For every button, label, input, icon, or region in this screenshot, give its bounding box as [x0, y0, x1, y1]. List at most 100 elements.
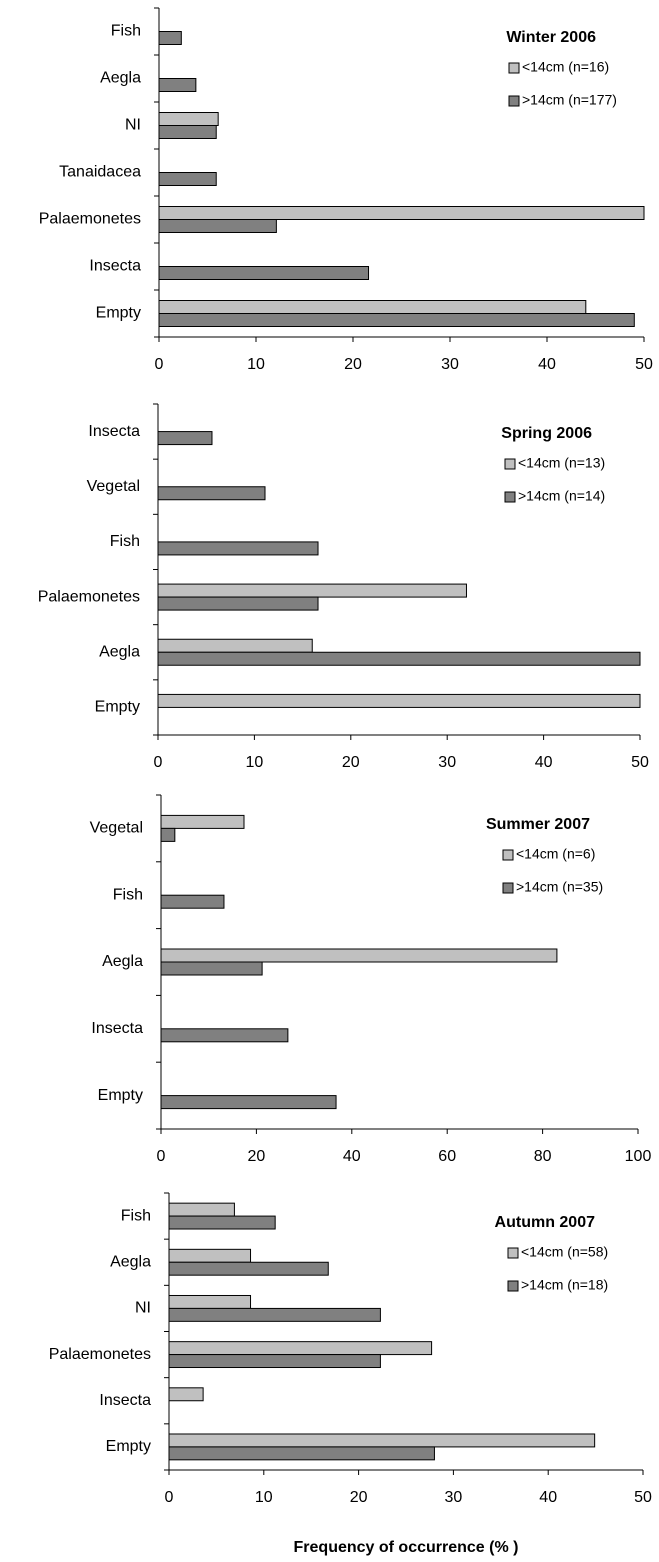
x-tick-label: 20: [248, 1148, 266, 1165]
legend-swatch: [504, 491, 516, 503]
x-tick-label: 40: [343, 1148, 361, 1165]
legend-swatch: [507, 1280, 519, 1292]
bar: [168, 1248, 252, 1263]
x-tick-label: 20: [342, 754, 360, 771]
bar: [160, 894, 225, 909]
y-tick-label: Fish: [110, 533, 140, 550]
x-tick-label: 30: [438, 754, 456, 771]
bar: [168, 1354, 381, 1369]
bar: [157, 638, 313, 653]
y-tick-label: Aegla: [110, 1253, 151, 1270]
legend-label: >14cm (n=35): [516, 879, 603, 895]
y-tick-label: Aegla: [99, 643, 140, 660]
x-tick-label: 60: [438, 1148, 456, 1165]
x-tick-label: 50: [631, 754, 649, 771]
bar: [158, 31, 182, 45]
legend-label: >14cm (n=18): [521, 1277, 608, 1293]
bar: [168, 1387, 204, 1402]
bar: [158, 219, 277, 233]
x-tick-label: 40: [538, 356, 556, 373]
bar: [160, 1095, 337, 1110]
bar: [157, 541, 319, 556]
legend-label: <14cm (n=13): [518, 455, 605, 471]
bar: [160, 961, 263, 976]
x-tick-label: 10: [246, 754, 264, 771]
legend-swatch: [504, 458, 516, 470]
y-tick-label: Aegla: [102, 953, 143, 970]
x-tick-label: 20: [344, 356, 362, 373]
legend-title: Autumn 2007: [495, 1214, 596, 1231]
y-tick-label: Empty: [106, 1438, 151, 1455]
y-tick-label: Palaemonetes: [38, 588, 140, 605]
bar: [158, 78, 197, 92]
legend-label: <14cm (n=16): [522, 59, 609, 75]
bar: [158, 313, 635, 327]
y-tick-label: Tanaidacea: [59, 164, 141, 181]
bar: [160, 1028, 289, 1043]
y-tick-label: Empty: [95, 699, 140, 716]
legend-swatch: [502, 882, 514, 894]
x-tick-label: 40: [535, 754, 553, 771]
y-tick-label: Vegetal: [90, 820, 143, 837]
y-tick-label: Fish: [111, 23, 141, 40]
x-tick-label: 100: [625, 1148, 652, 1165]
bar: [157, 583, 467, 598]
bar: [168, 1215, 276, 1230]
bar: [168, 1202, 235, 1217]
bar: [158, 300, 587, 314]
legend-title: Summer 2007: [486, 816, 590, 833]
legend-swatch: [502, 849, 514, 861]
bar: [168, 1341, 433, 1356]
x-tick-label: 30: [445, 1489, 463, 1506]
y-tick-label: Fish: [121, 1207, 151, 1224]
bar: [157, 693, 641, 708]
x-tick-label: 0: [157, 1148, 166, 1165]
y-tick-label: NI: [125, 117, 141, 134]
y-tick-label: Insecta: [91, 1020, 143, 1037]
legend-label: <14cm (n=58): [521, 1244, 608, 1260]
x-tick-label: 0: [154, 754, 163, 771]
y-tick-label: Palaemonetes: [39, 211, 141, 228]
legend-label: >14cm (n=177): [522, 92, 617, 108]
bar: [158, 266, 370, 280]
bar: [157, 596, 319, 611]
x-tick-label: 0: [165, 1489, 174, 1506]
bar: [157, 486, 266, 501]
legend-swatch: [507, 1247, 519, 1259]
bar: [160, 948, 558, 963]
bar: [168, 1261, 329, 1276]
bar: [158, 172, 217, 186]
bar: [157, 651, 641, 666]
bar: [168, 1307, 381, 1322]
bar: [168, 1433, 596, 1448]
y-tick-label: Insecta: [99, 1392, 151, 1409]
legend-swatch: [508, 62, 520, 74]
x-tick-label: 80: [534, 1148, 552, 1165]
x-tick-label: 20: [350, 1489, 368, 1506]
x-tick-label: 50: [635, 356, 653, 373]
x-axis-label: Frequency of occurrence (% ): [294, 1539, 519, 1556]
x-tick-label: 10: [255, 1489, 273, 1506]
y-tick-label: Empty: [98, 1087, 143, 1104]
x-tick-label: 0: [155, 356, 164, 373]
bar: [168, 1294, 252, 1309]
x-tick-label: 10: [247, 356, 265, 373]
y-tick-label: Palaemonetes: [49, 1346, 151, 1363]
y-tick-label: NI: [135, 1300, 151, 1317]
x-tick-label: 40: [539, 1489, 557, 1506]
x-tick-label: 50: [634, 1489, 652, 1506]
y-tick-label: Aegla: [100, 70, 141, 87]
legend-title: Spring 2006: [501, 425, 592, 442]
bar: [160, 814, 245, 829]
bar: [160, 827, 176, 842]
y-tick-label: Vegetal: [87, 478, 140, 495]
legend-label: >14cm (n=14): [518, 488, 605, 504]
x-tick-label: 30: [441, 356, 459, 373]
bar: [158, 112, 219, 126]
legend-label: <14cm (n=6): [516, 846, 595, 862]
y-tick-label: Fish: [113, 886, 143, 903]
bar: [158, 206, 645, 220]
legend-swatch: [508, 95, 520, 107]
y-tick-label: Insecta: [89, 258, 141, 275]
